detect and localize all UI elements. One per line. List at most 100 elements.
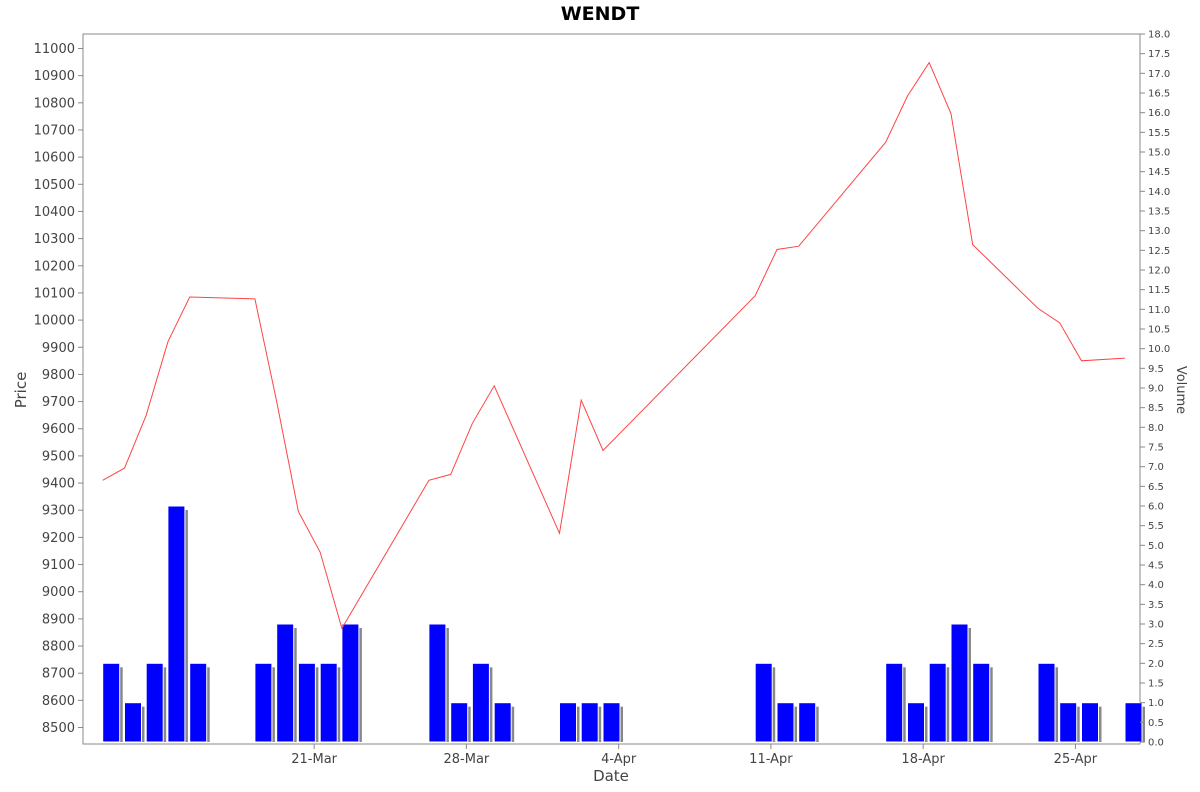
volume-bar [928,662,947,743]
price-tick-label: 10800 [34,96,75,111]
volume-tick-label: 14.5 [1148,167,1170,178]
volume-tick-label: 13.5 [1148,207,1170,218]
date-tick-label: 21-Mar [291,752,337,767]
price-tick-label: 10500 [34,178,75,193]
price-tick-label: 8700 [42,667,75,682]
volume-tick-label: 8.0 [1148,423,1164,434]
price-tick-label: 9300 [42,504,75,519]
price-tick-label: 10100 [34,286,75,301]
price-line-group [102,61,1126,630]
volume-tick-label: 1.5 [1148,679,1164,690]
volume-bar [798,702,817,743]
volume-tick-label: 0.0 [1148,738,1164,749]
price-tick-label: 9800 [42,368,75,383]
plot-area [82,33,1141,745]
volume-tick-label: 9.5 [1148,364,1164,375]
volume-bar [450,702,469,743]
volume-tick-label: 13.0 [1148,226,1170,237]
volume-bar [1059,702,1078,743]
volume-tick-label: 3.5 [1148,600,1164,611]
volume-tick-label: 1.0 [1148,698,1164,709]
price-tick-label: 9700 [42,395,75,410]
volume-tick-label: 7.0 [1148,462,1164,473]
volume-bar [972,662,991,743]
volume-tick-label: 9.0 [1148,384,1164,395]
price-tick-label: 10900 [34,69,75,84]
date-tick-label: 18-Apr [901,752,945,767]
volume-bar [1124,702,1143,743]
chart-title: WENDT [561,3,640,25]
volume-tick-label: 16.5 [1148,89,1170,100]
volume-tick-label: 0.5 [1148,718,1164,729]
volume-tick-label: 5.0 [1148,541,1164,552]
volume-bar [102,662,121,743]
volume-bar [907,702,925,743]
price-line [102,61,1126,630]
volume-tick-label: 6.0 [1148,502,1164,513]
volume-tick-label: 10.5 [1148,325,1170,336]
volume-tick-label: 11.5 [1148,285,1170,296]
volume-tick-label: 8.5 [1148,403,1164,414]
date-tick-label: 4-Apr [601,752,637,767]
price-tick-label: 9400 [42,477,75,492]
volume-tick-label: 10.0 [1148,344,1170,355]
volume-tick-label: 15.5 [1148,128,1170,139]
price-axis: 8500 8600 8700 8800 8900 9000 9100 9200 9300 9400… [34,42,83,736]
volume-tick-label: 11.0 [1148,305,1170,316]
price-tick-label: 8500 [42,721,75,736]
price-tick-label: 8600 [42,694,75,709]
price-tick-label: 11000 [34,42,75,57]
volume-tick-label: 2.5 [1148,639,1164,650]
price-tick-label: 10700 [34,123,75,138]
price-tick-label: 8900 [42,612,75,627]
volume-bar [776,702,795,743]
volume-tick-label: 17.5 [1148,49,1170,60]
price-tick-label: 9500 [42,449,75,464]
volume-tick-label: 6.5 [1148,482,1164,493]
volume-tick-label: 4.5 [1148,561,1164,572]
volume-bar [297,662,316,743]
volume-bar [428,623,447,743]
volume-tick-label: 3.0 [1148,620,1164,631]
volume-bar [276,623,295,743]
volume-bar [580,702,599,743]
volume-bar [471,662,490,743]
volume-bar [950,623,969,743]
volume-bar [1081,702,1099,743]
date-tick-label: 28-Mar [444,752,490,767]
volume-bar [189,662,208,743]
price-tick-label: 9600 [42,422,75,437]
volume-tick-label: 14.0 [1148,187,1170,198]
price-tick-label: 8800 [42,640,75,655]
volume-bar [602,702,621,743]
volume-tick-label: 12.5 [1148,246,1170,257]
price-tick-label: 10300 [34,232,75,247]
volume-axis: 0.0 0.5 1.0 1.5 2.0 2.5 3.0 3.5 4.0 4.5 5.0 5.5 6.0 6… [1140,30,1170,749]
price-tick-label: 10000 [34,314,75,329]
volume-bar [319,662,338,743]
volume-tick-label: 18.0 [1148,30,1170,41]
volume-tick-label: 12.0 [1148,266,1170,277]
x-axis-title: Date [593,767,629,785]
volume-bar [167,505,186,743]
price-tick-label: 10600 [34,151,75,166]
volume-bar [493,702,512,743]
price-tick-label: 9100 [42,558,75,573]
y2-axis-title: Volume [1173,366,1188,414]
volume-bar [885,662,904,743]
price-tick-label: 9900 [42,341,75,356]
volume-tick-label: 2.0 [1148,659,1164,670]
volume-tick-label: 17.0 [1148,69,1170,80]
price-tick-label: 9000 [42,585,75,600]
volume-tick-label: 16.0 [1148,108,1170,119]
volume-bar [124,702,142,743]
price-tick-label: 10400 [34,205,75,220]
date-tick-label: 11-Apr [749,752,793,767]
volume-bar [341,623,360,743]
y-axis-title: Price [12,372,30,409]
volume-tick-label: 4.0 [1148,580,1164,591]
volume-tick-label: 5.5 [1148,521,1164,532]
volume-bar [1037,662,1056,743]
